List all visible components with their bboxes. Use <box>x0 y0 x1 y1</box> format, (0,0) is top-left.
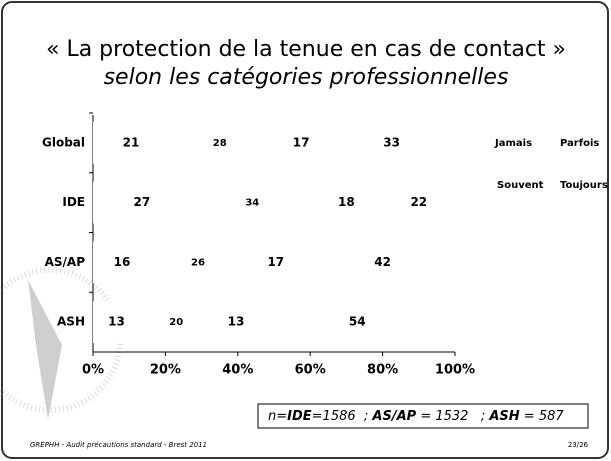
note-part: = 1532 ; <box>416 409 489 424</box>
footer: GREPHH - Audit précautions standard - Br… <box>30 441 207 449</box>
x-tick-label: 100% <box>435 363 475 378</box>
note: n=IDE=1586 ; AS/AP = 1532 ; ASH = 587 <box>268 409 564 424</box>
note-part: ASH <box>488 409 519 424</box>
bar-segment <box>313 181 379 224</box>
bar-segment <box>140 301 213 344</box>
bar-segment <box>93 301 141 344</box>
legend-label: Toujours <box>560 180 608 191</box>
y-tick-label: Global <box>42 135 85 149</box>
value-label: 18 <box>338 195 355 209</box>
bar-segment <box>150 241 246 284</box>
y-tick-label: ASH <box>57 315 85 329</box>
bar-segment <box>378 181 459 224</box>
value-label: 42 <box>374 255 391 269</box>
x-tick-label: 80% <box>367 363 398 378</box>
value-label: 17 <box>267 255 284 269</box>
value-label: 22 <box>410 195 427 209</box>
bar-segment <box>190 181 314 224</box>
y-tick-label: AS/AP <box>45 255 86 269</box>
value-label: 33 <box>383 135 400 149</box>
legend-label: Parfois <box>560 138 599 149</box>
bar-segment <box>245 241 307 284</box>
bar-segment <box>93 241 151 284</box>
note-part: = 587 <box>520 409 565 424</box>
legend-label: Jamais <box>494 138 532 149</box>
x-tick-label: 0% <box>82 363 104 378</box>
value-label: 16 <box>114 255 131 269</box>
bar-segment <box>306 241 459 284</box>
value-label: 28 <box>213 138 227 149</box>
bar-segment <box>212 301 260 344</box>
x-tick-label: 40% <box>222 363 253 378</box>
value-label: 13 <box>108 315 125 329</box>
note-box <box>257 403 589 429</box>
bar-segment <box>169 121 271 164</box>
chart-title: « La protection de la tenue en cas de co… <box>46 37 566 62</box>
bar-segment <box>259 301 455 344</box>
note-part: n= <box>268 409 287 424</box>
x-tick-label: 60% <box>295 363 326 378</box>
bar-segment <box>331 121 452 164</box>
value-label: 20 <box>169 317 183 328</box>
bar-segment <box>270 121 332 164</box>
value-label: 13 <box>228 315 245 329</box>
value-label: 27 <box>134 195 151 209</box>
bar-segment <box>93 181 191 224</box>
note-part: IDE <box>287 409 312 424</box>
value-label: 17 <box>293 135 310 149</box>
value-label: 54 <box>349 315 366 329</box>
chart-subtitle: selon les catégories professionnelles <box>104 65 509 90</box>
note-part: AS/AP <box>371 409 416 424</box>
note-part: =1586 ; <box>312 409 373 424</box>
bar-segment <box>93 121 170 164</box>
page-number: 23/26 <box>568 441 589 449</box>
value-label: 34 <box>245 198 259 209</box>
x-tick-label: 20% <box>150 363 181 378</box>
legend-label: Souvent <box>497 180 544 191</box>
value-label: 21 <box>123 135 140 149</box>
value-label: 26 <box>191 257 205 268</box>
y-tick-label: IDE <box>62 195 85 209</box>
